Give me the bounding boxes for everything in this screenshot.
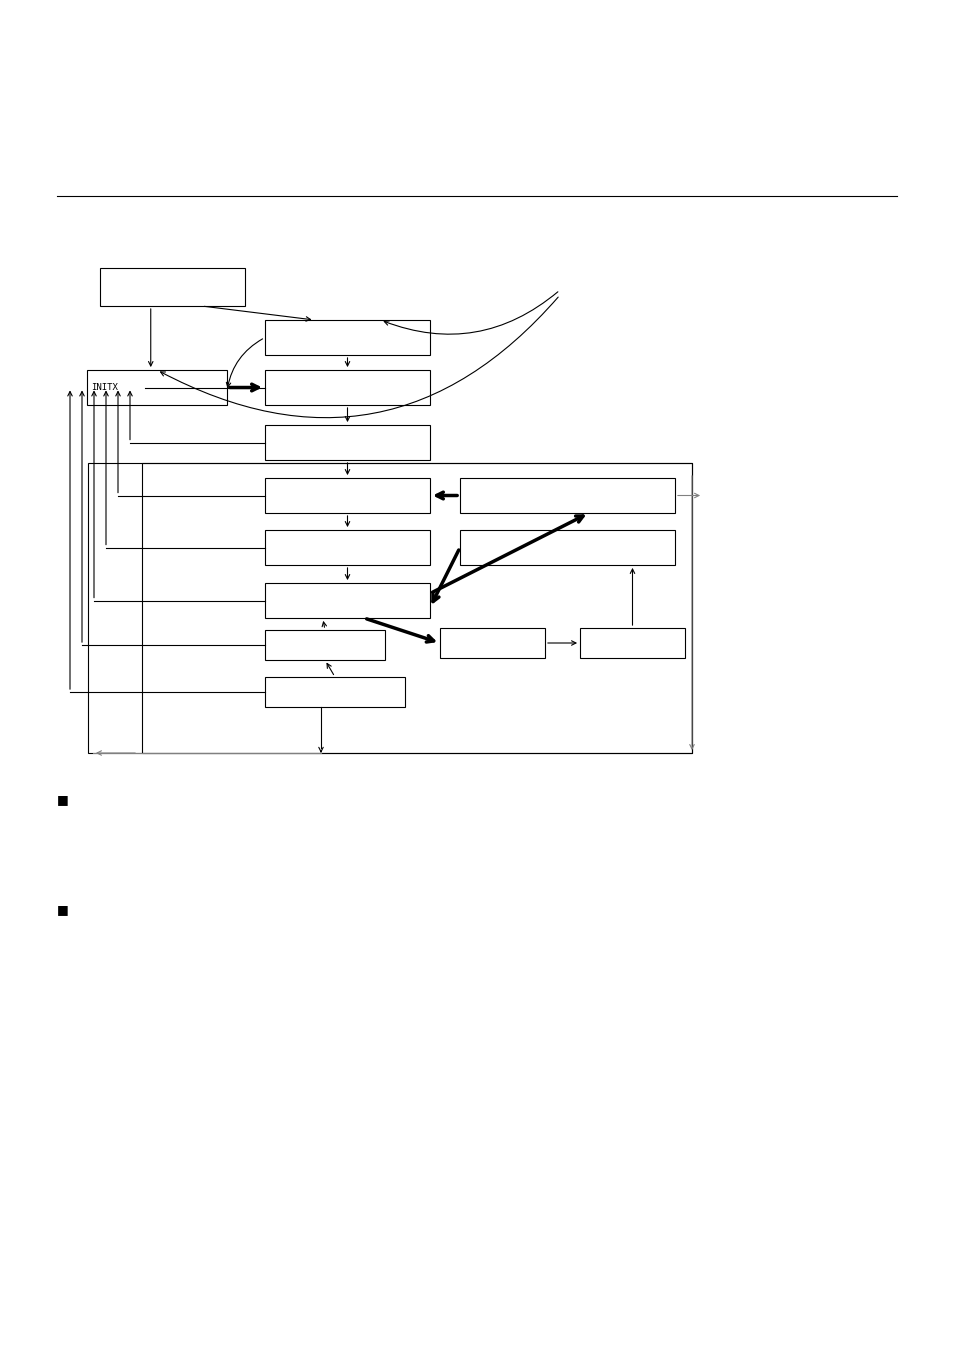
Bar: [265, 478, 430, 513]
Bar: [265, 583, 430, 618]
Bar: [100, 269, 245, 306]
Bar: [87, 370, 227, 405]
Text: INITX: INITX: [91, 383, 118, 392]
Text: ■: ■: [57, 794, 69, 806]
Bar: [265, 531, 430, 566]
Text: ■: ■: [57, 903, 69, 917]
Bar: [439, 628, 544, 657]
Bar: [579, 628, 684, 657]
Bar: [459, 531, 675, 566]
Bar: [265, 676, 405, 707]
Bar: [265, 630, 385, 660]
Bar: [459, 478, 675, 513]
Bar: [142, 463, 691, 753]
Bar: [265, 425, 430, 460]
Bar: [265, 320, 430, 355]
Bar: [265, 370, 430, 405]
Bar: [88, 463, 691, 753]
